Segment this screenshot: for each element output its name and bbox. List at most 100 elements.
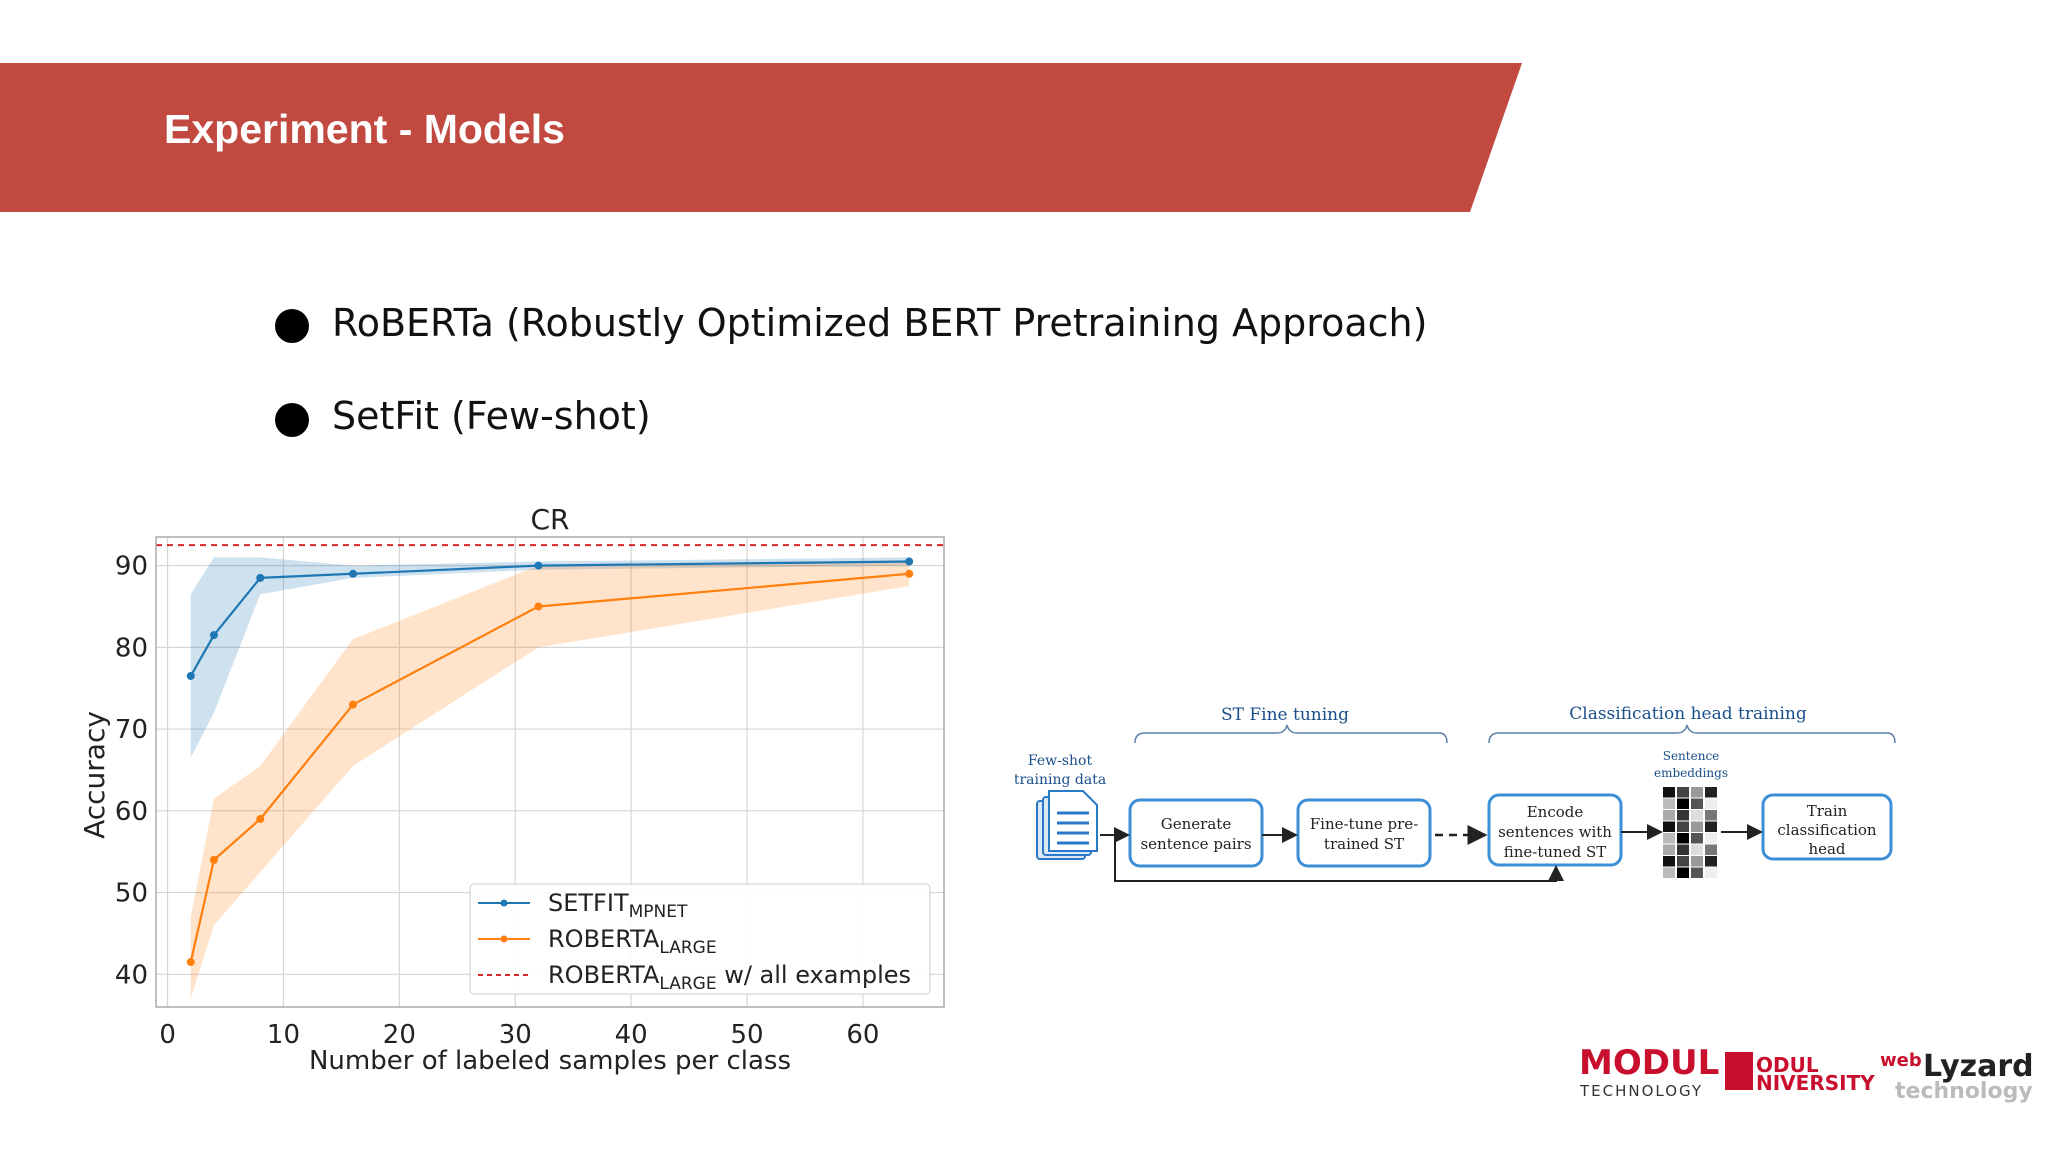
point-roberta xyxy=(349,700,357,709)
embedding-cell xyxy=(1663,810,1675,821)
series-lines xyxy=(156,544,944,963)
legend-marker-roberta xyxy=(500,935,508,943)
chart-title: CR xyxy=(530,503,569,536)
point-roberta xyxy=(256,815,265,823)
point-roberta xyxy=(209,855,218,864)
embedding-cell xyxy=(1691,787,1703,798)
embedding-cell xyxy=(1663,844,1675,855)
svg-text:head: head xyxy=(1808,840,1845,858)
weblyzard-logo: web Lyzard technology xyxy=(1880,1049,2034,1104)
band-roberta xyxy=(190,561,910,999)
svg-text:web: web xyxy=(1880,1050,1922,1071)
embedding-cell xyxy=(1677,833,1689,844)
modul-university-logo: ODUL NIVERSITY xyxy=(1725,1052,1875,1095)
svg-text:Encode: Encode xyxy=(1527,803,1584,821)
embedding-cell xyxy=(1663,787,1675,798)
svg-text:ODUL: ODUL xyxy=(1756,1053,1819,1077)
pipeline-arrows xyxy=(1100,824,1763,882)
x-tick-label: 60 xyxy=(846,1020,879,1050)
embedding-cell xyxy=(1691,821,1703,832)
bullet-dot-2 xyxy=(275,403,309,437)
y-axis-label: Accuracy xyxy=(78,711,111,839)
legend-marker-setfit xyxy=(500,899,508,907)
x-tick-label: 20 xyxy=(383,1020,416,1050)
input-label-line2: training data xyxy=(1015,772,1106,788)
chart-legend: SETFITMPNET ROBERTALARGE ROBERTALARGE w/… xyxy=(469,883,931,995)
brace-classification-head xyxy=(1488,724,1896,744)
embedding-cell xyxy=(1705,844,1717,855)
step-encode-sentences: Encode sentences with fine-tuned ST xyxy=(1487,793,1623,867)
svg-text:sentence pairs: sentence pairs xyxy=(1140,835,1251,853)
embedding-cell xyxy=(1677,787,1689,798)
step-generate-pairs: Generate sentence pairs xyxy=(1128,798,1264,868)
embedding-cell xyxy=(1663,856,1675,867)
embedding-cell xyxy=(1705,810,1717,821)
svg-text:NIVERSITY: NIVERSITY xyxy=(1756,1071,1875,1095)
line-roberta xyxy=(189,572,910,963)
embedding-cell xyxy=(1677,821,1689,832)
document-stack-icon xyxy=(1036,790,1098,860)
title-banner xyxy=(0,63,1522,212)
y-tick-label: 60 xyxy=(115,797,148,827)
embedding-cell xyxy=(1705,821,1717,832)
embedding-cell xyxy=(1705,798,1717,809)
legend-label-setfit: SETFITMPNET xyxy=(548,889,688,922)
embedding-cell xyxy=(1705,867,1717,878)
plot-frame xyxy=(155,536,945,1008)
y-tick-label: 50 xyxy=(115,879,148,909)
slide-title: Experiment - Models xyxy=(164,106,565,152)
embedding-cell xyxy=(1663,821,1675,832)
svg-text:Generate: Generate xyxy=(1161,815,1232,833)
svg-text:MODUL: MODUL xyxy=(1579,1043,1719,1083)
bullet-roberta: RoBERTa (Robustly Optimized BERT Pretrai… xyxy=(332,301,1428,345)
embedding-cell xyxy=(1691,844,1703,855)
point-roberta xyxy=(186,958,195,967)
svg-text:Fine-tune pre-: Fine-tune pre- xyxy=(1310,815,1419,833)
embedding-cell xyxy=(1677,844,1689,855)
input-label-line1: Few-shot xyxy=(1028,753,1093,769)
group-label-classification-head: Classification head training xyxy=(1569,704,1807,724)
bullet-setfit: SetFit (Few-shot) xyxy=(332,394,651,438)
embeddings-label-line2: embeddings xyxy=(1654,766,1728,780)
legend-label-roberta-all: ROBERTALARGE w/ all examples xyxy=(548,961,911,994)
y-tick-label: 40 xyxy=(115,960,148,990)
setfit-pipeline-diagram: ST Fine tuning Classification head train… xyxy=(1015,704,1896,882)
y-tick-labels: 40 50 60 70 80 90 xyxy=(115,552,148,991)
x-tick-label: 30 xyxy=(499,1020,532,1050)
y-tick-label: 70 xyxy=(115,715,148,745)
banner-shape xyxy=(0,63,1522,212)
point-setfit xyxy=(209,631,218,640)
x-tick-label: 10 xyxy=(267,1020,300,1050)
svg-text:classification: classification xyxy=(1777,821,1877,839)
point-setfit xyxy=(905,557,914,566)
point-setfit xyxy=(534,561,543,570)
embedding-cell xyxy=(1677,798,1689,809)
embedding-cell xyxy=(1663,867,1675,878)
legend-label-roberta: ROBERTALARGE xyxy=(548,925,717,958)
svg-text:TECHNOLOGY: TECHNOLOGY xyxy=(1579,1082,1703,1100)
embedding-cell xyxy=(1677,810,1689,821)
svg-text:technology: technology xyxy=(1895,1079,2033,1104)
group-label-st-fine-tuning: ST Fine tuning xyxy=(1221,705,1349,725)
embedding-cell xyxy=(1705,856,1717,867)
series-points xyxy=(186,557,914,967)
x-tick-label: 40 xyxy=(615,1020,648,1050)
svg-text:Train: Train xyxy=(1807,802,1848,820)
embedding-cell xyxy=(1677,867,1689,878)
svg-text:Lyzard: Lyzard xyxy=(1923,1049,2034,1084)
accuracy-chart: CR 0 10 20 30 40 50 60 40 50 60 70 80 90 Number of … xyxy=(78,503,945,1076)
svg-text:trained ST: trained ST xyxy=(1324,835,1404,853)
svg-text:fine-tuned ST: fine-tuned ST xyxy=(1504,843,1607,861)
y-tick-label: 90 xyxy=(115,552,148,582)
x-tick-label: 0 xyxy=(159,1020,176,1050)
line-setfit xyxy=(189,560,910,677)
embedding-cell xyxy=(1705,787,1717,798)
embedding-cell xyxy=(1691,798,1703,809)
embedding-cell xyxy=(1677,856,1689,867)
embedding-matrix-icon xyxy=(1663,787,1717,878)
embedding-cell xyxy=(1691,867,1703,878)
legend-box xyxy=(469,883,931,995)
step-train-head: Train classification head xyxy=(1761,793,1893,861)
point-setfit xyxy=(256,573,265,582)
point-setfit xyxy=(349,569,357,578)
